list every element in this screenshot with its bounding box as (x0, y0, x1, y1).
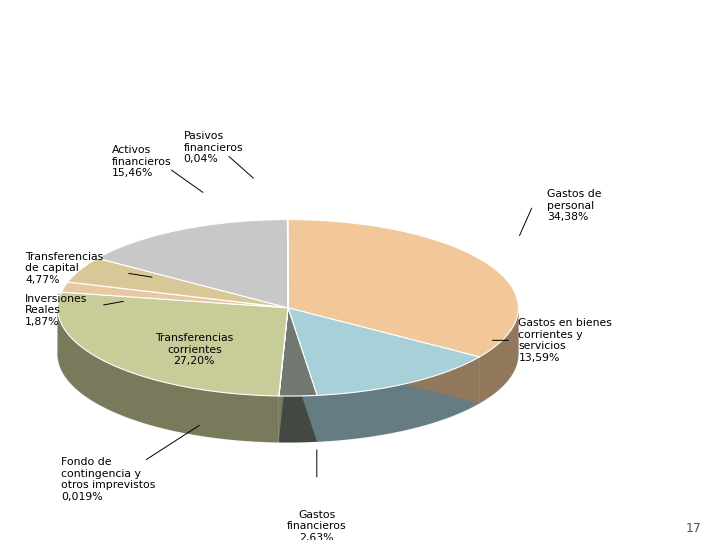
Polygon shape (288, 308, 518, 355)
Polygon shape (279, 308, 288, 442)
Text: Gastos
financieros
2,63%: Gastos financieros 2,63% (287, 510, 346, 540)
Polygon shape (288, 308, 480, 403)
Polygon shape (58, 292, 288, 396)
Text: EN QUÉ SE GASTA: EN QUÉ SE GASTA (11, 35, 302, 65)
Polygon shape (279, 308, 288, 442)
Polygon shape (288, 308, 480, 395)
Text: Pasivos
financieros
0,04%: Pasivos financieros 0,04% (184, 131, 243, 164)
Polygon shape (288, 308, 317, 442)
Text: Transferencias
de capital
4,77%: Transferencias de capital 4,77% (25, 252, 104, 285)
Polygon shape (288, 308, 480, 403)
Polygon shape (279, 308, 288, 442)
Polygon shape (279, 308, 317, 396)
Text: Fondo de
contingencia y
otros imprevistos
0,019%: Fondo de contingencia y otros imprevisto… (61, 457, 156, 502)
Polygon shape (58, 354, 518, 442)
Text: Gastos en bienes
corrientes y
servicios
13,59%: Gastos en bienes corrientes y servicios … (518, 318, 612, 363)
Text: CAPÍTULOS DE GASTO: CAPÍTULOS DE GASTO (384, 37, 709, 63)
Polygon shape (279, 308, 288, 442)
Polygon shape (288, 308, 317, 442)
Text: Inversiones
Reales
1,87%: Inversiones Reales 1,87% (25, 294, 88, 327)
Polygon shape (68, 258, 288, 308)
Polygon shape (480, 308, 518, 403)
Text: 17: 17 (686, 522, 702, 535)
Polygon shape (97, 220, 288, 308)
Polygon shape (58, 310, 279, 442)
Polygon shape (288, 220, 518, 357)
Polygon shape (58, 308, 288, 356)
Text: Transferencias
corrientes
27,20%: Transferencias corrientes 27,20% (156, 333, 233, 366)
Polygon shape (61, 282, 288, 308)
Polygon shape (279, 395, 317, 442)
Text: Gastos de
personal
34,38%: Gastos de personal 34,38% (547, 189, 602, 222)
Text: Activos
financieros
15,46%: Activos financieros 15,46% (112, 145, 171, 178)
Polygon shape (279, 308, 288, 396)
Polygon shape (317, 357, 480, 442)
